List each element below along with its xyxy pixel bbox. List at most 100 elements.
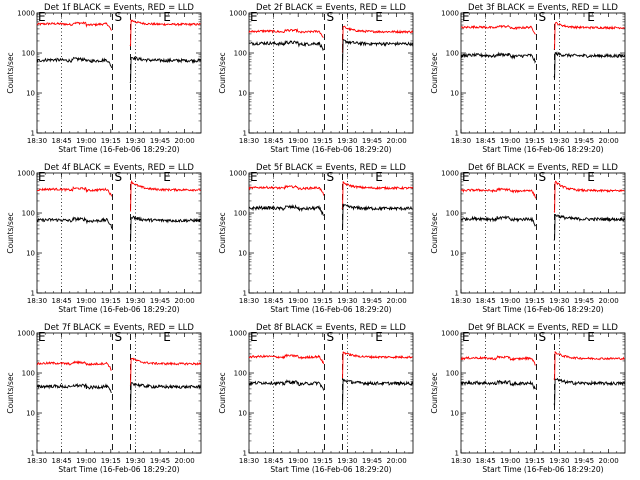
events-series-line	[460, 51, 626, 79]
y-tick-label: 1000	[441, 330, 459, 338]
end-marker-label: E	[163, 10, 171, 24]
y-tick-label: 1	[31, 130, 35, 138]
x-tick-label: 19:45	[362, 137, 382, 145]
x-axis-label: Start Time (16-Feb-06 18:29:20)	[58, 465, 179, 474]
x-tick-label: 19:30	[337, 297, 357, 305]
x-axis-label: Start Time (16-Feb-06 18:29:20)	[482, 145, 603, 154]
y-tick-label: 10	[238, 90, 247, 98]
x-axis-label: Start Time (16-Feb-06 18:29:20)	[58, 145, 179, 154]
y-axis-label: Counts/sec	[430, 52, 439, 93]
x-tick-label: 19:30	[125, 137, 145, 145]
x-tick-label: 18:45	[52, 297, 72, 305]
panel-5: Det 5f BLACK = Events, RED = LLD 1 10 100 10…	[218, 163, 414, 314]
x-axis-label: Start Time (16-Feb-06 18:29:20)	[58, 305, 179, 314]
x-tick-label: 18:30	[239, 297, 259, 305]
y-tick-label: 1000	[17, 330, 35, 338]
x-tick-label: 18:45	[264, 457, 284, 465]
x-tick-label: 19:15	[525, 137, 545, 145]
x-tick-label: 20:00	[387, 457, 407, 465]
panel-7: Det 7f BLACK = Events, RED = LLD 1 10 100 10…	[6, 323, 202, 474]
y-axis-label: Counts/sec	[218, 212, 227, 253]
x-tick-label: 18:30	[27, 137, 47, 145]
x-tick-label: 19:15	[313, 297, 333, 305]
x-tick-label: 19:30	[125, 297, 145, 305]
x-tick-label: 19:30	[125, 457, 145, 465]
y-tick-label: 1	[31, 450, 35, 458]
start-marker-label: S	[326, 330, 334, 344]
x-tick-label: 19:30	[549, 457, 569, 465]
start-marker-label: S	[114, 330, 122, 344]
y-tick-label: 1	[243, 130, 247, 138]
y-tick-label: 1000	[229, 330, 247, 338]
end-marker-label: E	[587, 170, 595, 184]
plot-frame	[248, 12, 414, 134]
plot-frame	[248, 172, 414, 294]
y-axis-label: Counts/sec	[218, 372, 227, 413]
y-axis-label: Counts/sec	[218, 52, 227, 93]
x-tick-label: 18:45	[264, 297, 284, 305]
start-marker-label: S	[538, 330, 546, 344]
x-tick-label: 18:30	[239, 457, 259, 465]
x-tick-label: 19:00	[76, 457, 96, 465]
x-tick-label: 19:45	[362, 297, 382, 305]
x-tick-label: 20:00	[387, 137, 407, 145]
end-marker-label: E	[375, 170, 383, 184]
y-tick-label: 100	[446, 210, 459, 218]
lld-series-line	[37, 179, 201, 212]
start-marker-label: S	[326, 170, 334, 184]
y-tick-label: 1000	[17, 170, 35, 178]
y-tick-label: 1	[455, 130, 459, 138]
panel-2: Det 2f BLACK = Events, RED = LLD 1 10 100 10…	[218, 3, 414, 154]
plot-frame	[460, 332, 626, 454]
lld-series-line	[248, 181, 414, 210]
x-tick-label: 18:45	[52, 457, 72, 465]
x-tick-label: 19:45	[574, 457, 594, 465]
y-tick-label: 100	[22, 370, 35, 378]
x-tick-label: 19:00	[288, 297, 308, 305]
x-tick-label: 18:30	[451, 457, 471, 465]
events-series-line	[248, 203, 413, 231]
lld-series-line	[36, 357, 201, 386]
x-tick-label: 19:45	[574, 297, 594, 305]
x-tick-label: 19:00	[500, 137, 520, 145]
y-axis-label: Counts/sec	[6, 52, 15, 93]
lld-series-line	[248, 25, 414, 53]
x-tick-label: 19:00	[500, 457, 520, 465]
end-marker-label: E	[250, 10, 258, 24]
y-tick-label: 10	[26, 250, 35, 258]
events-series-line	[36, 381, 202, 408]
x-tick-label: 19:00	[288, 457, 308, 465]
lld-series-line	[460, 21, 625, 50]
end-marker-label: E	[38, 10, 46, 24]
x-tick-label: 19:45	[574, 137, 594, 145]
panel-title: Det 4f BLACK = Events, RED = LLD	[44, 163, 194, 173]
x-tick-label: 18:30	[451, 137, 471, 145]
x-tick-label: 19:30	[337, 137, 357, 145]
x-tick-label: 20:00	[175, 297, 195, 305]
x-tick-label: 20:00	[599, 297, 619, 305]
end-marker-label: E	[250, 170, 258, 184]
plot-frame	[248, 332, 414, 454]
x-tick-label: 19:15	[313, 457, 333, 465]
y-tick-label: 1	[455, 450, 459, 458]
y-tick-label: 10	[238, 250, 247, 258]
panel-title: Det 7f BLACK = Events, RED = LLD	[44, 323, 194, 333]
y-tick-label: 100	[446, 50, 459, 58]
end-marker-label: E	[587, 330, 595, 344]
lld-series-line	[460, 180, 625, 214]
x-tick-label: 18:45	[264, 137, 284, 145]
x-tick-label: 18:45	[476, 297, 496, 305]
panel-title: Det 2f BLACK = Events, RED = LLD	[256, 3, 406, 13]
y-tick-label: 10	[450, 410, 459, 418]
start-marker-label: S	[538, 10, 546, 24]
y-tick-label: 1000	[229, 170, 247, 178]
y-tick-label: 100	[234, 50, 247, 58]
y-tick-label: 1000	[441, 10, 459, 18]
x-tick-label: 19:45	[150, 137, 170, 145]
y-tick-label: 10	[26, 410, 35, 418]
end-marker-label: E	[38, 330, 46, 344]
x-axis-label: Start Time (16-Feb-06 18:29:20)	[270, 465, 391, 474]
y-tick-label: 100	[22, 210, 35, 218]
x-tick-label: 18:45	[52, 137, 72, 145]
lld-series-line	[460, 350, 625, 381]
